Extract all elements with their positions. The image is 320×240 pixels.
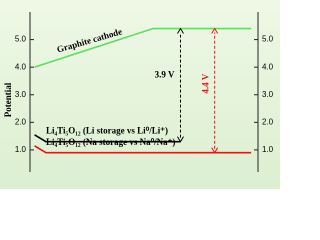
chart: Potential 1.0 1.0 2.0 2.0 3.0 3.0 4.0 4.0 5.0 5.0…	[0, 0, 280, 189]
y2-tick-label: 2.0	[262, 117, 274, 126]
series-line	[34, 145, 252, 154]
y2-tick-label: 5.0	[262, 35, 274, 44]
y-axis-label: Potential	[3, 82, 13, 117]
y-tick-label: 5.0	[15, 35, 27, 44]
series-line	[34, 27, 252, 68]
annotation: 3.9 V	[155, 70, 175, 80]
y2-tick-label: 4.0	[262, 62, 274, 71]
series-line	[34, 134, 181, 143]
background	[0, 0, 280, 189]
series-label: Li₄Ti₅O₁₂ (Na storage vs Na⁰/Na⁺)	[46, 137, 175, 147]
y-tick-label: 3.0	[15, 90, 27, 99]
y2-tick-label: 1.0	[262, 145, 274, 154]
series-label: Li₄Ti₅O₁₂ (Li storage vs Li⁰/Li⁺)	[46, 126, 168, 136]
potential-arrow-head	[177, 27, 184, 34]
y2-tick-label: 3.0	[262, 90, 274, 99]
annotation: 4.4 V	[201, 73, 211, 93]
y-tick-label: 1.0	[15, 145, 27, 154]
potential-arrow-head	[211, 147, 219, 154]
y-tick-label: 4.0	[15, 62, 27, 71]
y-tick-label: 2.0	[15, 117, 27, 126]
potential-arrow-head	[177, 136, 184, 143]
potential-arrow-head	[211, 27, 219, 34]
